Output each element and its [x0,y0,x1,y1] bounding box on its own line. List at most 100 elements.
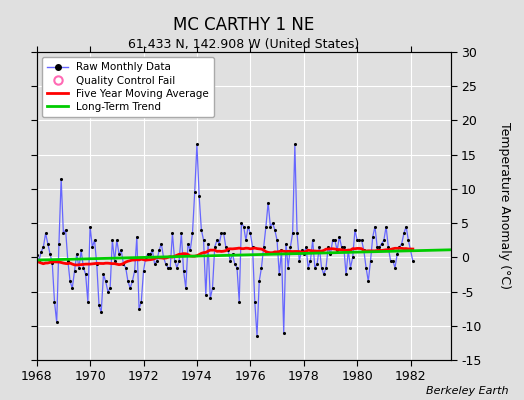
Point [304,264,312,271]
Point [135,306,143,312]
Point [226,258,235,264]
Point [211,244,219,250]
Point [380,237,388,244]
Point [197,227,205,233]
Point [50,299,59,305]
Point [35,258,43,264]
Text: MC CARTHY 1 NE: MC CARTHY 1 NE [173,16,314,34]
Point [148,247,157,254]
Point [402,223,410,230]
Legend: Raw Monthly Data, Quality Control Fail, Five Year Moving Average, Long-Term Tren: Raw Monthly Data, Quality Control Fail, … [42,57,214,117]
Point [375,244,384,250]
Point [39,244,48,250]
Point [206,295,214,302]
Point [102,278,110,284]
Point [124,278,132,284]
Text: Berkeley Earth: Berkeley Earth [426,386,508,396]
Point [204,240,212,247]
Point [371,223,379,230]
Point [313,261,321,267]
Point [246,230,255,236]
Point [43,240,52,247]
Point [37,249,45,255]
Point [250,299,259,305]
Point [152,258,161,264]
Point [284,264,292,271]
Point [177,230,185,236]
Point [368,234,377,240]
Point [337,244,346,250]
Point [90,237,99,244]
Point [209,285,217,291]
Point [79,264,88,271]
Point [237,220,246,226]
Point [193,141,201,148]
Point [320,271,328,278]
Point [318,264,326,271]
Point [46,251,54,257]
Point [400,230,408,236]
Point [348,254,357,260]
Point [133,234,141,240]
Point [41,230,50,236]
Point [150,261,159,267]
Point [253,333,261,339]
Point [255,278,264,284]
Point [63,258,72,264]
Point [357,237,366,244]
Point [248,244,257,250]
Point [309,237,317,244]
Point [364,278,373,284]
Point [117,247,125,254]
Point [215,240,223,247]
Point [233,264,241,271]
Point [66,278,74,284]
Point [395,244,403,250]
Point [168,230,177,236]
Point [113,237,121,244]
Point [86,223,94,230]
Point [195,192,203,199]
Point [157,240,166,247]
Point [182,285,190,291]
Point [95,302,103,308]
Point [409,258,417,264]
Point [242,237,250,244]
Point [404,237,412,244]
Point [173,264,181,271]
Point [224,247,232,254]
Point [119,261,128,267]
Point [61,227,70,233]
Point [128,278,137,284]
Point [362,264,370,271]
Point [346,264,355,271]
Point [164,264,172,271]
Point [144,251,152,257]
Point [81,271,90,278]
Point [231,261,239,267]
Point [75,264,83,271]
Point [77,247,85,254]
Point [141,254,150,260]
Point [333,247,341,254]
Point [324,244,332,250]
Point [373,244,381,250]
Point [288,230,297,236]
Point [106,285,114,291]
Point [159,254,168,260]
Point [355,237,364,244]
Point [359,247,368,254]
Point [115,251,123,257]
Point [342,271,350,278]
Point [111,258,119,264]
Point [97,309,105,315]
Point [220,230,228,236]
Point [122,264,130,271]
Point [57,176,66,182]
Point [126,285,134,291]
Point [99,271,107,278]
Point [161,261,170,267]
Point [266,223,275,230]
Point [108,237,116,244]
Point [70,268,79,274]
